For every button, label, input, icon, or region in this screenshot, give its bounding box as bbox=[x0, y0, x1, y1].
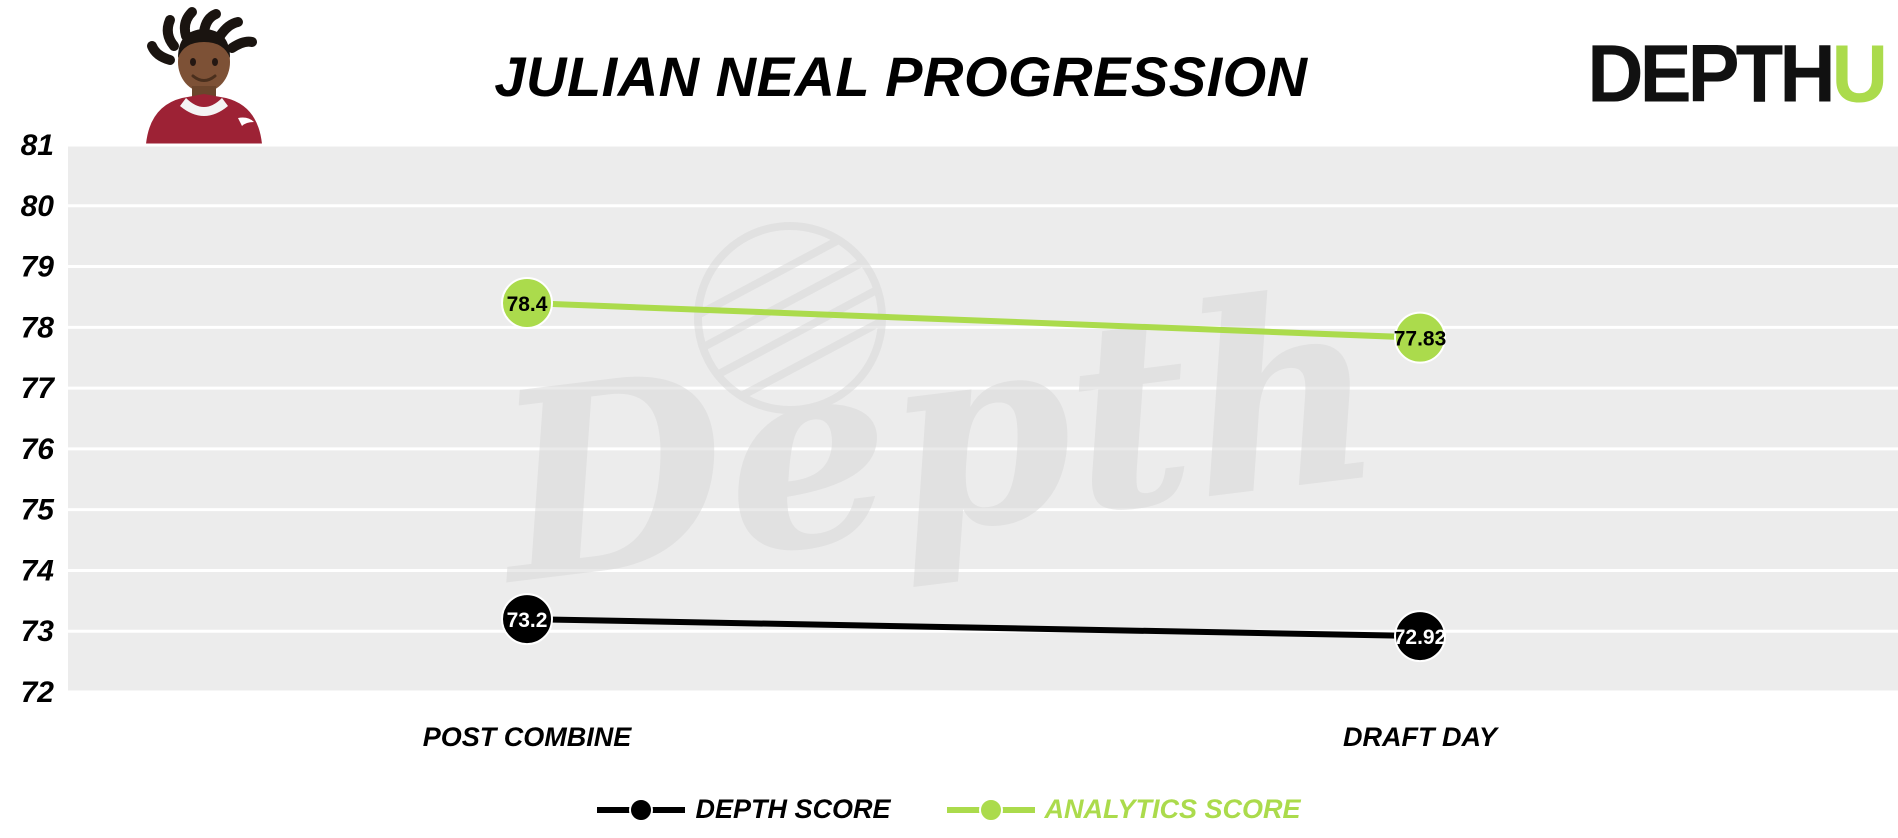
data-point-label: 77.83 bbox=[1394, 328, 1447, 351]
swoosh-icon bbox=[238, 117, 254, 126]
chart-legend: DEPTH SCORE ANALYTICS SCORE bbox=[0, 794, 1898, 825]
analytics-score-legend-marker bbox=[946, 797, 1035, 822]
analytics-score-legend-dot bbox=[978, 797, 1003, 822]
y-axis-label: 75 bbox=[21, 494, 56, 527]
data-point-marker bbox=[1394, 610, 1446, 663]
plot-area bbox=[68, 145, 1898, 692]
y-axis-label: 80 bbox=[21, 190, 55, 223]
page-title: JULIAN NEAL PROGRESSION bbox=[494, 45, 1308, 108]
depth-score-legend-marker bbox=[597, 797, 686, 822]
globe-watermark-icon bbox=[694, 222, 886, 414]
y-axis-label: 72 bbox=[21, 676, 55, 709]
data-point-label: 78.4 bbox=[507, 293, 548, 316]
data-point-marker bbox=[501, 593, 553, 646]
y-axis-label: 78 bbox=[21, 311, 55, 344]
data-point-marker bbox=[1394, 311, 1446, 364]
y-axis-label: 76 bbox=[21, 433, 55, 466]
player-photo bbox=[120, 6, 296, 144]
x-axis-label: DRAFT DAY bbox=[1343, 722, 1500, 752]
legend-item-depth-score: DEPTH SCORE bbox=[597, 794, 891, 825]
series-line-depth-score bbox=[526, 616, 1421, 640]
y-axis-label: 79 bbox=[21, 251, 55, 284]
y-axis-label: 77 bbox=[21, 372, 56, 405]
y-axis-label: 73 bbox=[21, 615, 55, 648]
y-axis-label: 74 bbox=[21, 554, 55, 587]
logo-text-u: U bbox=[1831, 27, 1888, 120]
y-axis-label: 81 bbox=[21, 129, 54, 162]
series-line-analytics-score bbox=[526, 300, 1421, 341]
data-point-marker bbox=[501, 277, 553, 330]
x-axis-label: POST COMBINE bbox=[423, 722, 633, 752]
progression-chart: 81807978777675747372Depth73.272.9278.477… bbox=[21, 129, 1898, 752]
legend-item-analytics-score: ANALYTICS SCORE bbox=[946, 794, 1301, 825]
data-point-label: 73.2 bbox=[507, 609, 548, 632]
player-jersey bbox=[146, 94, 262, 144]
logo-text-depth: DEPTH bbox=[1587, 27, 1835, 120]
legend-label-analytics-score: ANALYTICS SCORE bbox=[1044, 794, 1301, 824]
data-point-label: 72.92 bbox=[1394, 626, 1447, 649]
player-headshot-image bbox=[146, 7, 262, 144]
depthu-logo: DEPTHU bbox=[1587, 26, 1888, 122]
legend-label-depth-score: DEPTH SCORE bbox=[695, 794, 891, 824]
depth-score-legend-dot bbox=[629, 797, 654, 822]
